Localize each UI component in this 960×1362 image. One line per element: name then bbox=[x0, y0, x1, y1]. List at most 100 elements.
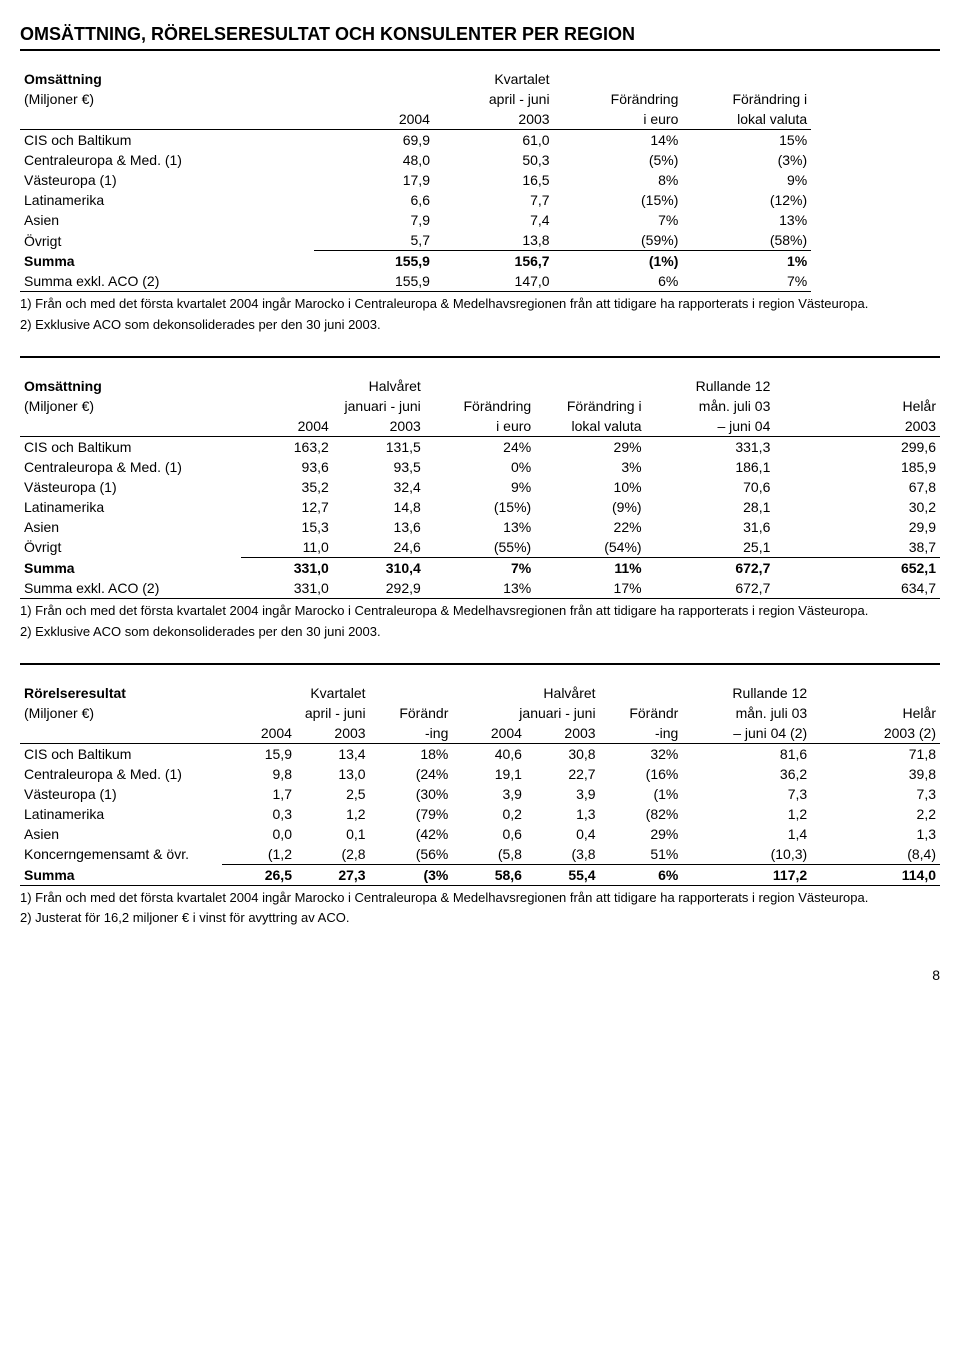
table-row: Latinamerika0,31,2(79%0,21,3(82%1,22,2 bbox=[20, 804, 940, 824]
t1-chg-euro-l1: Förändring bbox=[554, 89, 683, 109]
cell: 70,6 bbox=[646, 477, 775, 497]
cell: 55,4 bbox=[526, 864, 600, 885]
t3-row-label: Rörelseresultat bbox=[20, 683, 222, 703]
cell: 93,6 bbox=[241, 457, 333, 477]
row-label: CIS och Baltikum bbox=[20, 743, 222, 764]
t1-row-label: Omsättning bbox=[20, 69, 314, 89]
cell: (82% bbox=[600, 804, 683, 824]
cell: 67,8 bbox=[774, 477, 940, 497]
cell: 26,5 bbox=[222, 864, 296, 885]
cell: 29% bbox=[535, 436, 645, 457]
t1-period-sub: april - juni bbox=[314, 89, 553, 109]
cell: 13,0 bbox=[296, 764, 370, 784]
cell: 10% bbox=[535, 477, 645, 497]
cell: 50,3 bbox=[434, 150, 554, 170]
t2-row-sub: (Miljoner €) bbox=[20, 396, 241, 416]
table-row: Koncerngemensamt & övr.(1,2(2,8(56%(5,8(… bbox=[20, 844, 940, 865]
divider-1 bbox=[20, 356, 940, 358]
t2-rolling-l1: Rullande 12 bbox=[646, 376, 775, 396]
cell: 7% bbox=[554, 210, 683, 230]
cell: 7,7 bbox=[434, 190, 554, 210]
cell: 14% bbox=[554, 130, 683, 151]
cell: 6% bbox=[600, 864, 683, 885]
t3-rolling-l1: Rullande 12 bbox=[682, 683, 811, 703]
table-row: Västeuropa (1)1,72,5(30%3,93,9(1%7,37,3 bbox=[20, 784, 940, 804]
cell: 11,0 bbox=[241, 537, 333, 558]
cell: 24,6 bbox=[333, 537, 425, 558]
t3-q-sub: april - juni bbox=[222, 703, 369, 723]
cell: 13,4 bbox=[296, 743, 370, 764]
cell: (15%) bbox=[554, 190, 683, 210]
table-row: CIS och Baltikum69,961,014%15% bbox=[20, 130, 940, 151]
cell: (59%) bbox=[554, 230, 683, 251]
cell: 0,0 bbox=[222, 824, 296, 844]
t3-qchg-l1: Förändr bbox=[370, 703, 453, 723]
t1-period-label: Kvartalet bbox=[314, 69, 553, 89]
cell: 3% bbox=[535, 457, 645, 477]
cell: 32,4 bbox=[333, 477, 425, 497]
cell: 147,0 bbox=[434, 271, 554, 292]
cell: 1,2 bbox=[296, 804, 370, 824]
cell: 32% bbox=[600, 743, 683, 764]
table-row: Övrigt5,713,8(59%)(58%) bbox=[20, 230, 940, 251]
cell: 7,9 bbox=[314, 210, 434, 230]
table-row: Västeuropa (1)17,916,58%9% bbox=[20, 170, 940, 190]
t3-hchg-l1: Förändr bbox=[600, 703, 683, 723]
cell: 310,4 bbox=[333, 557, 425, 578]
cell: 9% bbox=[425, 477, 535, 497]
t2-fy-l1: Helår bbox=[774, 396, 940, 416]
cell: (3% bbox=[370, 864, 453, 885]
t2-col-2004: 2004 bbox=[241, 416, 333, 437]
cell: 672,7 bbox=[646, 557, 775, 578]
table-row: CIS och Baltikum163,2131,524%29%331,3299… bbox=[20, 436, 940, 457]
cell: 0,6 bbox=[452, 824, 526, 844]
cell: 9,8 bbox=[222, 764, 296, 784]
cell: 17,9 bbox=[314, 170, 434, 190]
cell: 0,2 bbox=[452, 804, 526, 824]
table1: Omsättning Kvartalet (Miljoner €) april … bbox=[20, 69, 940, 292]
t2-chg-local-l1: Förändring i bbox=[535, 396, 645, 416]
t2-col-2003: 2003 bbox=[333, 416, 425, 437]
cell: 27,3 bbox=[296, 864, 370, 885]
t3-hchg-l2: -ing bbox=[600, 723, 683, 744]
cell: 186,1 bbox=[646, 457, 775, 477]
cell: 299,6 bbox=[774, 436, 940, 457]
cell: 114,0 bbox=[811, 864, 940, 885]
cell: 13,8 bbox=[434, 230, 554, 251]
cell: 30,2 bbox=[774, 497, 940, 517]
cell: (24% bbox=[370, 764, 453, 784]
row-label: Asien bbox=[20, 824, 222, 844]
t3-footnote2: 2) Justerat för 16,2 miljoner € i vinst … bbox=[20, 910, 940, 927]
table-row: Summa exkl. ACO (2)331,0292,913%17%672,7… bbox=[20, 578, 940, 599]
cell: 1,3 bbox=[811, 824, 940, 844]
cell: 13,6 bbox=[333, 517, 425, 537]
cell: 1,3 bbox=[526, 804, 600, 824]
cell: 14,8 bbox=[333, 497, 425, 517]
cell: 15,3 bbox=[241, 517, 333, 537]
cell: 24% bbox=[425, 436, 535, 457]
t2-rolling-l3: – juni 04 bbox=[646, 416, 775, 437]
cell: 331,0 bbox=[241, 578, 333, 599]
cell: 0% bbox=[425, 457, 535, 477]
row-label: Västeuropa (1) bbox=[20, 784, 222, 804]
t3-q-label: Kvartalet bbox=[222, 683, 369, 703]
table3-block: Rörelseresultat Kvartalet Halvåret Rulla… bbox=[20, 683, 940, 928]
cell: 38,7 bbox=[774, 537, 940, 558]
page-title: OMSÄTTNING, RÖRELSERESULTAT OCH KONSULEN… bbox=[20, 24, 940, 45]
table-row: Västeuropa (1)35,232,49%10%70,667,8 bbox=[20, 477, 940, 497]
cell: (15%) bbox=[425, 497, 535, 517]
cell: (16% bbox=[600, 764, 683, 784]
divider-2 bbox=[20, 663, 940, 665]
cell: 22,7 bbox=[526, 764, 600, 784]
page-number: 8 bbox=[20, 967, 940, 983]
table-row: Latinamerika6,67,7(15%)(12%) bbox=[20, 190, 940, 210]
cell: 331,0 bbox=[241, 557, 333, 578]
cell: 61,0 bbox=[434, 130, 554, 151]
t1-row-sub: (Miljoner €) bbox=[20, 89, 314, 109]
cell: (54%) bbox=[535, 537, 645, 558]
t2-chg-euro-l2: i euro bbox=[425, 416, 535, 437]
table-row: Centraleuropa & Med. (1)9,813,0(24%19,12… bbox=[20, 764, 940, 784]
row-label: Asien bbox=[20, 210, 314, 230]
row-label: Summa bbox=[20, 557, 241, 578]
cell: 35,2 bbox=[241, 477, 333, 497]
